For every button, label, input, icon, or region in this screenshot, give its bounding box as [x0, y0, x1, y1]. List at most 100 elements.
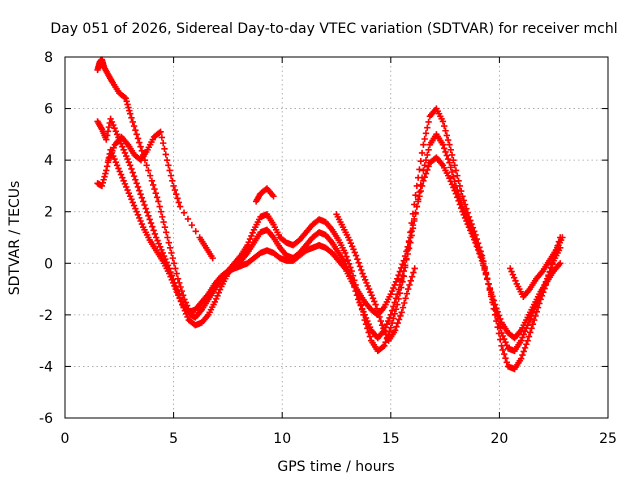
x-axis-label: GPS time / hours	[277, 459, 394, 475]
data-point	[121, 180, 129, 188]
data-point	[192, 228, 199, 235]
data-point	[211, 298, 219, 306]
data-point	[128, 196, 135, 203]
data-point	[451, 162, 458, 169]
data-point	[116, 168, 123, 175]
data-point	[99, 179, 106, 187]
data-point	[410, 269, 417, 276]
data-point	[397, 312, 404, 320]
data-point	[148, 177, 156, 184]
data-point	[510, 274, 518, 281]
data-point	[386, 314, 393, 322]
data-point	[177, 298, 185, 305]
data-point	[153, 194, 161, 201]
data-point	[167, 273, 174, 280]
data-point	[467, 227, 474, 234]
data-point	[392, 295, 400, 302]
data-point	[452, 167, 460, 174]
data-point	[468, 230, 475, 237]
data-point	[529, 320, 537, 328]
data-point	[155, 240, 163, 247]
data-point	[401, 299, 408, 307]
data-point	[123, 152, 130, 160]
data-point	[405, 238, 413, 246]
data-point	[348, 243, 356, 250]
data-point	[151, 230, 159, 238]
data-point	[395, 271, 402, 279]
data-point	[132, 205, 139, 212]
data-point	[181, 296, 188, 303]
data-point	[486, 284, 494, 292]
data-point	[147, 219, 155, 227]
data-point	[365, 320, 372, 328]
data-point	[381, 342, 388, 349]
data-point	[377, 317, 385, 325]
data-point	[388, 307, 396, 314]
data-point	[394, 275, 401, 282]
data-point	[154, 237, 161, 244]
data-point	[418, 182, 426, 190]
data-point	[172, 265, 179, 272]
data-point	[98, 182, 106, 190]
data-point	[162, 151, 169, 158]
data-point	[520, 348, 527, 355]
data-point	[212, 295, 220, 303]
data-point	[129, 169, 136, 176]
data-point	[478, 257, 486, 264]
data-point	[398, 309, 405, 316]
data-point	[362, 314, 370, 322]
data-point	[169, 177, 176, 184]
data-point	[174, 195, 181, 202]
series-track-c	[94, 146, 564, 342]
data-point	[139, 198, 147, 205]
data-point	[413, 203, 421, 210]
data-point	[454, 194, 461, 201]
data-point	[527, 329, 534, 336]
data-point	[500, 350, 508, 358]
data-point	[482, 271, 490, 278]
data-point	[124, 101, 131, 108]
data-point	[477, 253, 484, 261]
data-point	[134, 135, 142, 142]
data-point	[113, 131, 121, 138]
data-point	[130, 122, 138, 130]
y-tick-label: -2	[39, 308, 53, 324]
data-point	[352, 252, 360, 259]
y-tick-label: 6	[44, 102, 53, 118]
data-point	[398, 277, 405, 284]
data-point	[130, 172, 138, 180]
data-point	[125, 159, 133, 166]
data-point	[447, 178, 454, 185]
data-point	[161, 145, 168, 152]
data-point	[360, 273, 368, 280]
data-point	[103, 136, 110, 143]
data-point	[508, 268, 515, 275]
data-point	[499, 332, 507, 340]
data-point	[132, 127, 139, 134]
data-point	[391, 281, 398, 289]
data-point	[473, 243, 481, 250]
data-point	[103, 167, 110, 174]
data-point	[113, 162, 121, 169]
data-point	[170, 182, 177, 190]
data-point	[110, 121, 117, 129]
data-point	[172, 285, 179, 293]
data-point	[420, 177, 427, 184]
data-point	[125, 189, 133, 197]
data-point	[443, 132, 451, 139]
data-point	[446, 159, 453, 166]
data-point	[143, 162, 150, 169]
data-point	[158, 134, 166, 141]
data-point	[136, 187, 143, 194]
data-point	[455, 197, 462, 205]
data-point	[119, 174, 126, 181]
x-tick-label: 5	[169, 431, 178, 447]
data-point	[248, 232, 255, 240]
data-point	[110, 144, 117, 151]
data-point	[246, 235, 254, 243]
data-point	[175, 292, 182, 299]
data-point	[176, 295, 183, 302]
data-point	[111, 124, 118, 132]
data-point	[142, 205, 149, 212]
